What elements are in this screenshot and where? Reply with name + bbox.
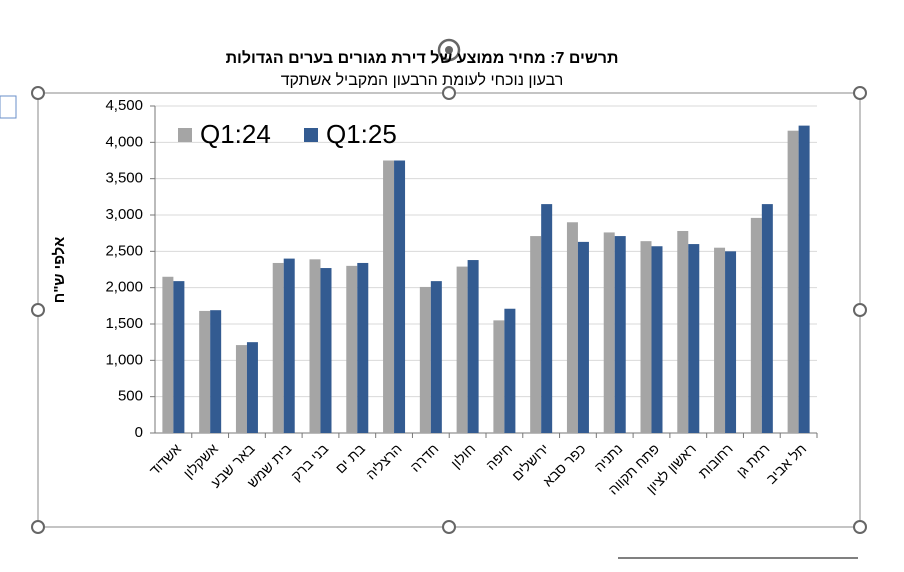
bar	[761, 204, 773, 433]
bar	[272, 262, 284, 433]
bar	[309, 259, 321, 433]
bar	[210, 310, 222, 433]
legend-label: Q1:25	[326, 119, 397, 149]
x-tick-label: חולון	[448, 440, 479, 471]
bar	[235, 345, 247, 433]
y-tick-label: 2,000	[105, 279, 143, 296]
bar	[651, 246, 663, 433]
bar	[357, 262, 369, 433]
bar	[246, 342, 258, 433]
y-tick-label: 4,000	[105, 133, 143, 150]
bar	[750, 217, 762, 433]
bar	[725, 251, 737, 433]
bar	[504, 308, 516, 433]
legend-label: Q1:24	[200, 119, 271, 149]
y-tick-label: 1,000	[105, 351, 143, 368]
bar	[456, 266, 468, 433]
bar	[714, 247, 726, 433]
y-tick-label: 3,500	[105, 170, 143, 187]
bar	[566, 222, 578, 433]
chart-subtitle: רבעון נוכחי לעומת הרבעון המקביל אשתקד	[281, 71, 564, 89]
bar	[798, 125, 810, 434]
bar	[467, 260, 479, 433]
bar	[162, 276, 174, 433]
bar	[688, 244, 700, 433]
selection-handles	[31, 86, 867, 534]
bar	[787, 130, 799, 433]
bar	[530, 236, 542, 433]
bar	[430, 281, 442, 433]
x-tick-label: הרצליה	[363, 440, 405, 482]
legend-swatch	[178, 128, 192, 142]
bar	[577, 241, 589, 433]
x-tick-label: חיפה	[483, 440, 516, 473]
x-tick-label: תל אביב	[763, 440, 809, 486]
y-axis-label: אלפי ש"ח	[51, 237, 68, 303]
bar	[677, 230, 689, 433]
chart-title: תרשים 7: מחיר ממוצע של דירת מגורים בערים…	[226, 49, 619, 67]
y-tick-label: 0	[135, 424, 143, 441]
y-tick-label: 4,500	[105, 97, 143, 114]
y-tick-label: 3,000	[105, 206, 143, 223]
bar	[320, 268, 332, 433]
y-tick-label: 2,500	[105, 242, 143, 259]
bar	[383, 160, 395, 433]
bar	[283, 258, 295, 433]
y-tick-label: 500	[118, 388, 143, 405]
rotate-handle	[437, 38, 461, 62]
y-tick-label: 1,500	[105, 315, 143, 332]
bar	[419, 286, 431, 433]
layout-icon	[0, 95, 17, 119]
bar	[346, 265, 358, 433]
bar	[493, 320, 505, 433]
bar	[603, 232, 615, 433]
bar	[173, 281, 185, 433]
bar	[199, 310, 211, 433]
x-tick-label: אשדוד	[146, 440, 184, 478]
legend-swatch	[304, 128, 318, 142]
x-tick-label: בני ברק	[288, 440, 331, 483]
bar	[614, 236, 626, 433]
x-tick-label: רחובות	[695, 440, 736, 481]
bar	[640, 241, 652, 433]
bar	[394, 160, 406, 433]
x-tick-label: חדרה	[407, 440, 442, 475]
bar	[541, 204, 553, 433]
